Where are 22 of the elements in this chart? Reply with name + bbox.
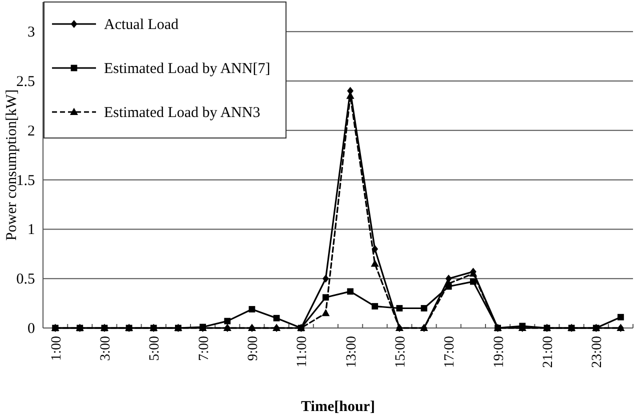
x-tick-label: 13:00 [344, 336, 360, 368]
x-axis-title: Time[hour] [301, 399, 375, 415]
x-tick-label: 5:00 [148, 336, 163, 361]
x-tick-label: 11:00 [295, 336, 310, 368]
legend-label: Actual Load [104, 17, 180, 33]
y-tick-label: 2 [28, 123, 35, 140]
x-tick-label: 1:00 [49, 336, 64, 361]
y-tick-label: 1 [28, 222, 35, 238]
legend-label: Estimated Load by ANN3 [104, 105, 260, 121]
x-tick-label: 17:00 [442, 336, 458, 368]
x-tick-label: 3:00 [98, 336, 114, 361]
x-tick-label: 21:00 [540, 336, 556, 368]
y-tick-label: 3 [28, 24, 35, 41]
y-tick-label: 0.5 [16, 272, 35, 288]
x-tick-label: 19:00 [492, 336, 507, 368]
x-tick-label: 23:00 [590, 336, 606, 368]
y-tick-label: 0 [28, 321, 35, 337]
legend-label: Estimated Load by ANN[7] [104, 61, 270, 77]
x-tick-label: 7:00 [196, 336, 212, 361]
x-tick-label: 9:00 [246, 336, 261, 361]
y-tick-label: 2.5 [16, 74, 35, 90]
x-tick-label: 15:00 [393, 336, 408, 368]
